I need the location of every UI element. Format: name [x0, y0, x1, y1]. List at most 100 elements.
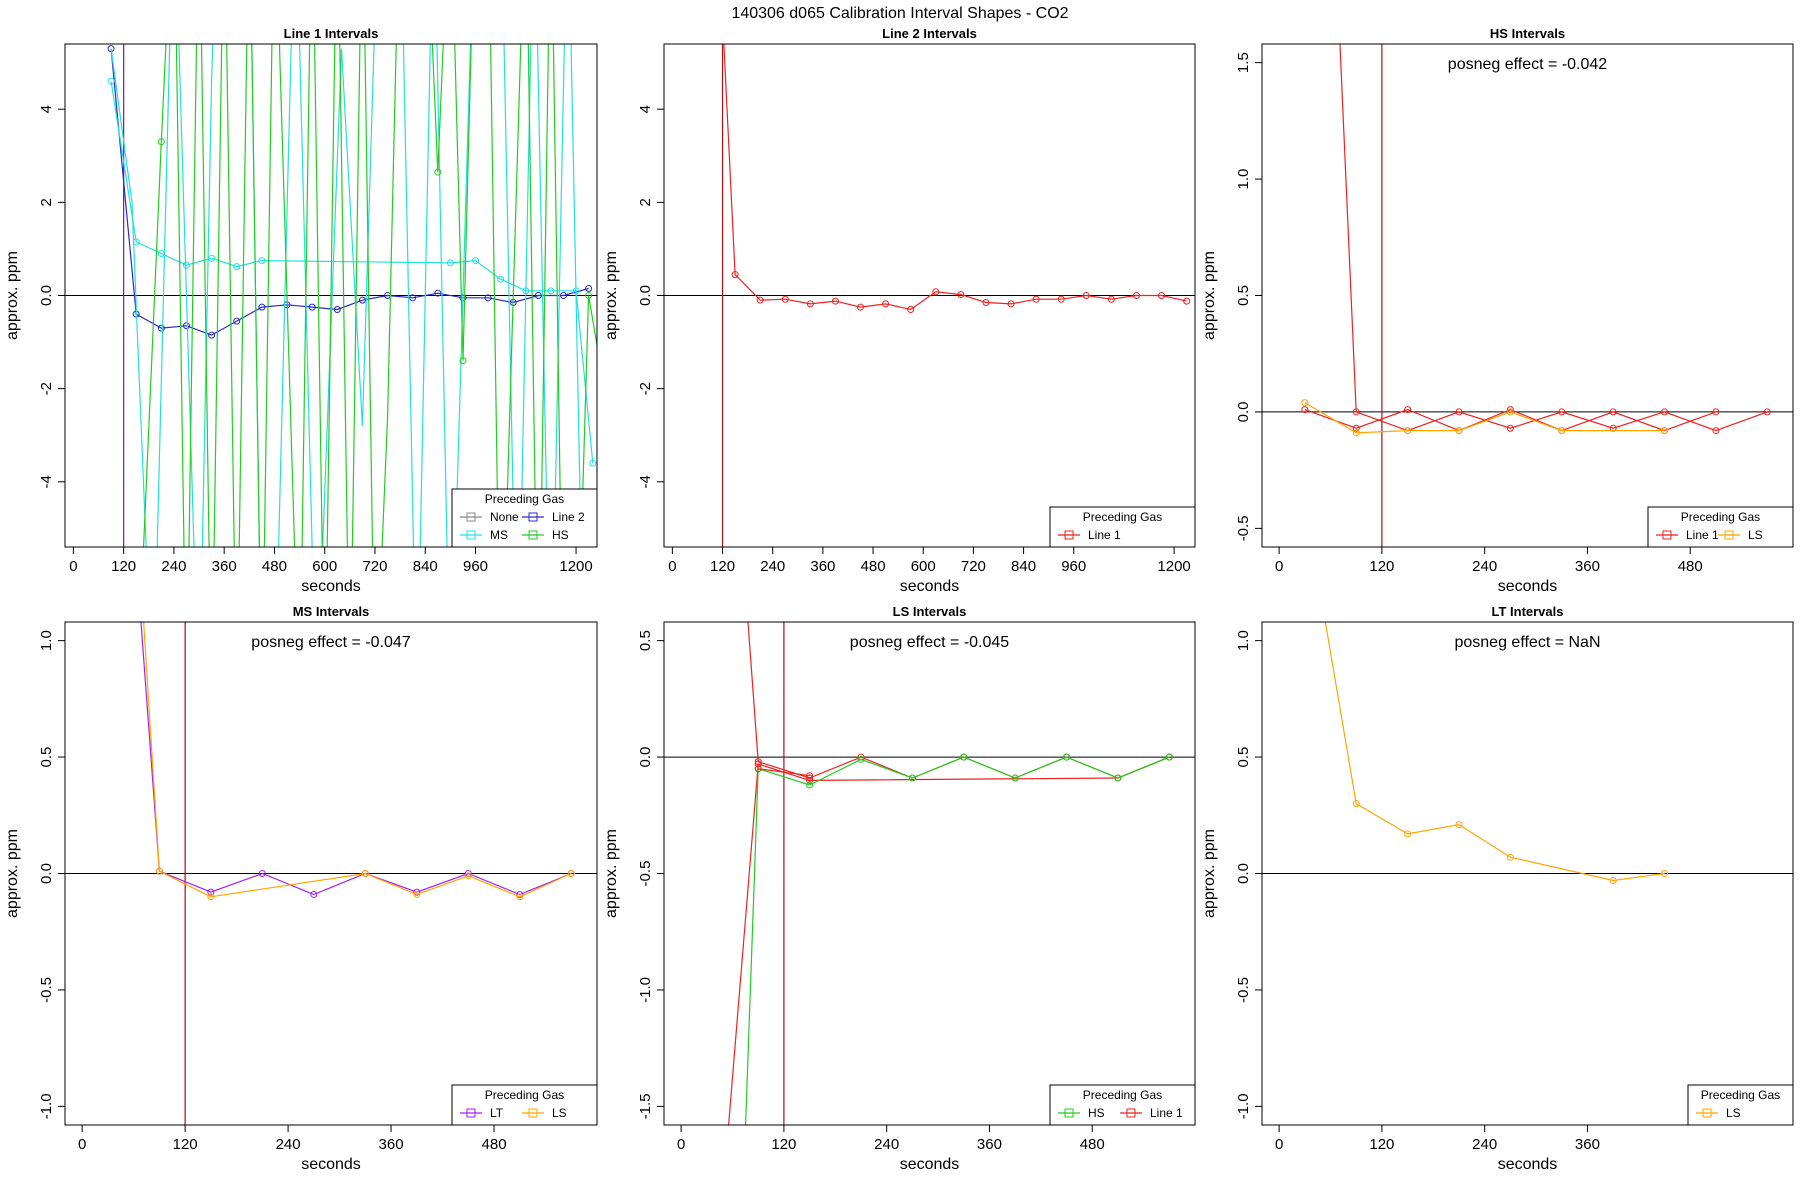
- y-axis-label: approx. ppm: [603, 829, 620, 918]
- x-tick-label: 120: [1369, 1136, 1394, 1153]
- y-axis-label: approx. ppm: [1201, 829, 1218, 918]
- plot-frame: [1261, 43, 1794, 548]
- data-point: [361, 870, 369, 877]
- data-point: [806, 781, 814, 789]
- y-tick-label: -0.5: [38, 977, 55, 1003]
- data-point: [960, 753, 968, 761]
- data-point: [1455, 427, 1463, 435]
- x-tick-label: 120: [1369, 558, 1394, 575]
- x-axis-label: seconds: [301, 578, 361, 595]
- legend: Preceding Gas LT LS: [451, 1084, 598, 1126]
- legend-label: Line 1: [1686, 528, 1719, 542]
- legend-swatch-marker: [1724, 530, 1734, 540]
- data-point: [446, 259, 454, 267]
- y-tick-label: -1.5: [637, 1093, 654, 1119]
- data-point: [1506, 424, 1514, 432]
- data-point: [1165, 753, 1173, 761]
- data-point: [310, 890, 318, 898]
- x-tick-label: 600: [911, 558, 936, 575]
- legend-box: [1049, 1084, 1196, 1126]
- chart-panel-5: LS Intervals 0 120 240 360 480 seconds -1.5 -1.0…: [603, 604, 1196, 1173]
- x-tick-label: 240: [1472, 558, 1497, 575]
- data-point: [1183, 297, 1191, 305]
- data-point: [233, 263, 241, 271]
- x-tick-label: 480: [1678, 558, 1703, 575]
- y-tick-label: 1.5: [1235, 52, 1252, 73]
- legend-label: Line 2: [552, 510, 585, 524]
- y-tick-label: 1.0: [1235, 630, 1252, 651]
- data-point: [1506, 853, 1514, 861]
- data-point: [1063, 753, 1071, 761]
- data-point: [434, 168, 442, 176]
- x-tick-label: 240: [161, 558, 186, 575]
- data-point: [1763, 408, 1771, 416]
- posneg-annotation: posneg effect = NaN: [1454, 634, 1600, 651]
- data-point: [157, 138, 165, 146]
- x-tick-label: 0: [668, 558, 676, 575]
- legend-title: Preceding Gas: [1083, 1088, 1162, 1102]
- data-point: [157, 324, 165, 332]
- legend-swatch-marker: [1126, 1108, 1136, 1118]
- data-point: [208, 331, 216, 339]
- x-tick-label: 360: [1575, 1136, 1600, 1153]
- legend-swatch-marker: [466, 1108, 476, 1118]
- data-point: [1712, 408, 1720, 416]
- data-point: [1404, 830, 1412, 838]
- data-point: [806, 772, 814, 780]
- y-tick-label: 0.5: [1235, 285, 1252, 306]
- x-tick-label: 1200: [1157, 558, 1190, 575]
- data-point: [333, 305, 341, 313]
- x-tick-label: 0: [69, 558, 77, 575]
- figure-title: 140306 d065 Calibration Interval Shapes …: [731, 5, 1068, 22]
- x-tick-label: 120: [710, 558, 735, 575]
- legend-label: HS: [552, 528, 569, 542]
- data-point: [464, 872, 472, 880]
- x-tick-label: 1200: [559, 558, 592, 575]
- data-point: [258, 303, 266, 311]
- data-point: [1114, 774, 1122, 782]
- data-point: [409, 294, 417, 302]
- data-point: [882, 300, 890, 308]
- legend-title: Preceding Gas: [485, 1088, 564, 1102]
- legend: Preceding Gas LS: [1687, 1084, 1794, 1126]
- x-tick-label: 720: [362, 558, 387, 575]
- x-axis-label: seconds: [900, 578, 960, 595]
- y-tick-label: -0.5: [1235, 515, 1252, 541]
- legend-title: Preceding Gas: [485, 492, 564, 506]
- chart-panel-3: HS Intervals 0 120 240 360 480 seconds -0.5 0.0 0…: [1201, 26, 1794, 595]
- data-point: [1352, 429, 1360, 437]
- data-point: [233, 317, 241, 325]
- x-tick-label: 360: [212, 558, 237, 575]
- y-axis-label: approx. ppm: [1201, 251, 1218, 340]
- x-tick-label: 120: [771, 1136, 796, 1153]
- legend-swatch-marker: [528, 530, 538, 540]
- legend-swatch-marker: [1064, 1108, 1074, 1118]
- x-tick-label: 840: [413, 558, 438, 575]
- plot-frame: [663, 621, 1196, 1126]
- data-point: [589, 459, 597, 467]
- legend-title: Preceding Gas: [1701, 1088, 1780, 1102]
- x-tick-label: 480: [1080, 1136, 1105, 1153]
- data-point: [413, 890, 421, 898]
- series-line-line-1: [758, 768, 810, 777]
- data-point: [982, 298, 990, 306]
- data-point: [1661, 427, 1669, 435]
- data-point: [908, 774, 916, 782]
- y-tick-label: 1.0: [1235, 169, 1252, 190]
- series-line-ms: [110, 81, 594, 464]
- data-point: [182, 261, 190, 269]
- chart-title: Line 1 Intervals: [284, 26, 379, 41]
- legend: Preceding Gas HS Line 1: [1049, 1084, 1196, 1126]
- series-group: [1301, 44, 1771, 437]
- series-line-line-1: [1304, 408, 1717, 432]
- chart-panel-2: Line 2 Intervals 0 120 240 360 480 600 720 840 96…: [603, 26, 1196, 595]
- data-point: [1661, 408, 1669, 416]
- data-point: [1558, 427, 1566, 435]
- legend-box: [1049, 506, 1196, 548]
- y-tick-label: -1.0: [1235, 1093, 1252, 1119]
- legend-label: LS: [1748, 528, 1763, 542]
- data-point: [806, 300, 814, 308]
- y-tick-label: 0.0: [38, 285, 55, 306]
- x-axis-label: seconds: [1498, 1156, 1558, 1173]
- data-point: [1455, 821, 1463, 829]
